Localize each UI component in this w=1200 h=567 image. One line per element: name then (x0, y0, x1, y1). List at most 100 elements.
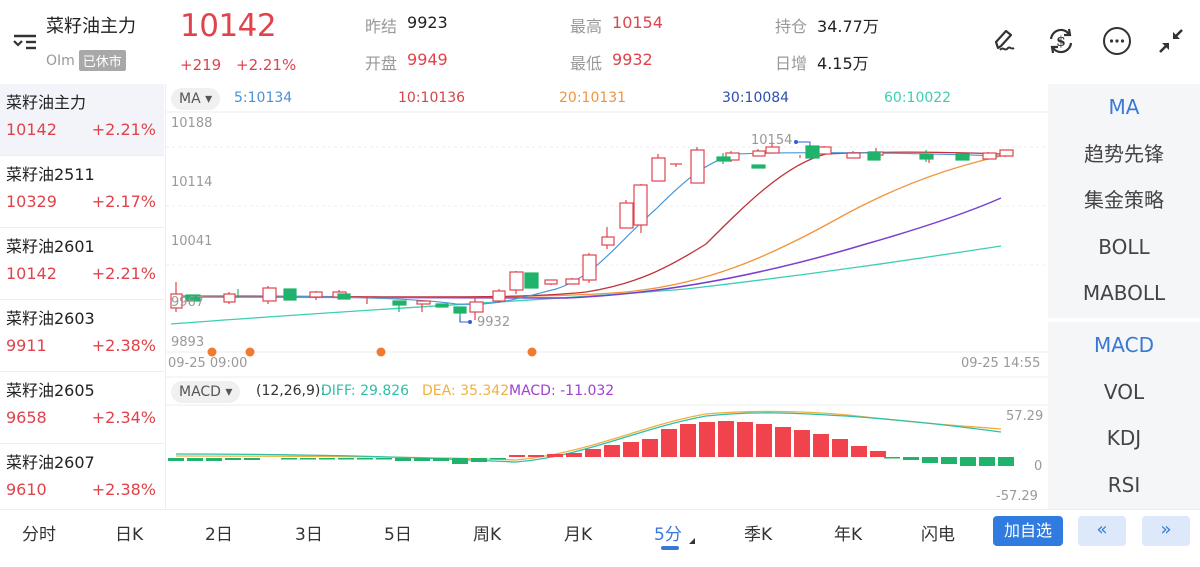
sub-indicator-group: MACD VOL KDJ RSI (1048, 322, 1200, 509)
contract-pct: +2.21% (91, 120, 156, 139)
contract-code-row: OIm 已休市 (46, 50, 126, 71)
stat-value: 4.15万 (817, 54, 869, 73)
indicator-macd[interactable]: MACD (1094, 333, 1154, 357)
stat-open: 开盘 9949 (365, 50, 448, 74)
indicator-boll[interactable]: BOLL (1098, 234, 1150, 259)
sub-indicator-dropdown[interactable]: MACD ▾ (171, 381, 241, 403)
tab-5day[interactable]: 5日 (384, 525, 412, 545)
kline-plot[interactable] (166, 84, 1049, 509)
main-indicator-group: MA 趋势先锋 集金策略 BOLL MABOLL (1048, 84, 1200, 318)
stat-label: 持仓 (775, 17, 808, 36)
tab-monthly[interactable]: 月K (564, 525, 593, 545)
macd-legend: MACD ▾ (12,26,9): DIFF: 29.826 DEA: 35.3… (166, 381, 1049, 403)
draw-button[interactable] (988, 24, 1022, 58)
exit-fullscreen-button[interactable] (1154, 24, 1188, 58)
contract-item[interactable]: 菜籽油2607 9610 +2.38% (0, 444, 164, 516)
prev-page-button[interactable]: « (1078, 516, 1126, 546)
contract-price: 10329 (6, 192, 57, 211)
period-dropdown-corner-icon (689, 538, 695, 544)
macd-y-max: 57.29 (1006, 409, 1044, 424)
stat-value: 9949 (407, 50, 448, 69)
contract-item[interactable]: 菜籽油2603 9911 +2.38% (0, 300, 164, 372)
contract-name: 菜籽油主力 (6, 93, 87, 112)
tab-2day[interactable]: 2日 (205, 525, 233, 545)
stat-value: 34.77万 (817, 17, 879, 36)
next-page-button[interactable]: » (1142, 516, 1190, 546)
stat-value: 9932 (612, 50, 653, 69)
indicator-ma[interactable]: MA (1108, 95, 1140, 119)
currency-exchange-icon: $ (1049, 28, 1073, 54)
contract-item[interactable]: 菜籽油2605 9658 +2.34% (0, 372, 164, 444)
indicator-maboll[interactable]: MABOLL (1082, 281, 1166, 305)
main-indicator-dropdown[interactable]: MA ▾ (171, 88, 221, 110)
y-label: 10041 (171, 234, 213, 249)
stat-label: 日增 (775, 54, 808, 73)
tab-quarterly[interactable]: 季K (744, 525, 773, 545)
draw-icon (994, 29, 1015, 51)
stat-value: 10154 (612, 13, 663, 32)
market-status-badge: 已休市 (78, 50, 126, 71)
tab-yearly[interactable]: 年K (834, 525, 863, 545)
price-change: +219 (180, 56, 222, 74)
macd-histogram-value: MACD: -11.032 (509, 383, 615, 399)
active-tab-indicator (661, 546, 679, 550)
stat-value: 9923 (407, 13, 448, 32)
contract-price: 9911 (6, 336, 47, 355)
indicator-vol[interactable]: VOL (1103, 379, 1145, 404)
y-label: 10188 (171, 116, 213, 131)
contract-list: 菜籽油主力 10142 +2.21% 菜籽油2511 10329 +2.17% 菜籽… (0, 84, 164, 509)
low-marker-label: 9932 (477, 315, 511, 330)
macd-diff: DIFF: 29.826 (321, 383, 410, 399)
stat-prev-settle: 昨结 9923 (365, 13, 448, 37)
contract-name: 菜籽油2601 (6, 237, 95, 256)
tab-intraday[interactable]: 分时 (22, 525, 56, 545)
contract-item[interactable]: 菜籽油2601 10142 +2.21% (0, 228, 164, 300)
indicator-gold-strategy[interactable]: 集金策略 (1084, 188, 1164, 212)
contract-list-toggle-icon[interactable] (12, 30, 38, 52)
contract-pct: +2.34% (91, 408, 156, 427)
stat-open-interest: 持仓 34.77万 (775, 13, 879, 37)
more-icon (1103, 27, 1131, 55)
ma30-value: 30:10084 (722, 90, 790, 106)
indicator-kdj[interactable]: KDJ (1106, 426, 1142, 450)
tab-lightning[interactable]: 闪电 (921, 525, 955, 545)
contract-price: 9658 (6, 408, 47, 427)
svg-text:$: $ (1056, 34, 1066, 50)
stat-label: 最低 (570, 54, 603, 73)
indicator-panel: MA 趋势先锋 集金策略 BOLL MABOLL MACD VOL KDJ RS… (1048, 84, 1200, 509)
currency-switch-button[interactable]: $ (1044, 24, 1078, 58)
more-button[interactable] (1100, 24, 1134, 58)
kline-chart[interactable]: MA ▾ 5:10134 10:10136 20:10131 30:10084 … (165, 84, 1049, 509)
y-label: 10114 (171, 175, 213, 190)
macd-params: (12,26,9): (256, 383, 326, 399)
ma10-value: 10:10136 (398, 90, 466, 106)
period-tab-bar: 分时 日K 2日 3日 5日 周K 月K 5分 季K 年K 闪电 加自选 « » (0, 509, 1200, 567)
contract-code: OIm (46, 52, 75, 69)
contract-item[interactable]: 菜籽油主力 10142 +2.21% (0, 84, 164, 156)
add-watchlist-button[interactable]: 加自选 (993, 516, 1063, 546)
contract-pct: +2.21% (91, 264, 156, 283)
end-time-label: 09-25 14:55 (961, 356, 1041, 371)
contract-pct: +2.17% (91, 192, 156, 211)
price-change-pct: +2.21% (236, 56, 297, 74)
stat-low: 最低 9932 (570, 50, 653, 74)
stat-label: 昨结 (365, 17, 398, 36)
tab-daily[interactable]: 日K (115, 525, 144, 545)
contract-pct: +2.38% (91, 480, 156, 499)
macd-bars-negative (168, 457, 1014, 466)
indicator-rsi[interactable]: RSI (1107, 472, 1141, 497)
indicator-trend-pioneer[interactable]: 趋势先锋 (1084, 141, 1164, 166)
stat-label: 开盘 (365, 54, 398, 73)
tab-weekly[interactable]: 周K (473, 525, 502, 545)
contract-price: 9610 (6, 480, 47, 499)
contract-item[interactable]: 菜籽油2511 10329 +2.17% (0, 156, 164, 228)
ma-legend: MA ▾ 5:10134 10:10136 20:10131 30:10084 … (166, 88, 1049, 110)
tab-5min[interactable]: 5分 (654, 525, 682, 545)
tab-3day[interactable]: 3日 (295, 525, 323, 545)
macd-y-zero: 0 (1034, 459, 1043, 474)
last-price: 10142 (180, 8, 277, 44)
high-marker-label: 10154 (751, 133, 793, 148)
contract-title: 菜籽油主力 (46, 16, 136, 37)
contract-price: 10142 (6, 264, 57, 283)
ma5-value: 5:10134 (234, 90, 293, 106)
